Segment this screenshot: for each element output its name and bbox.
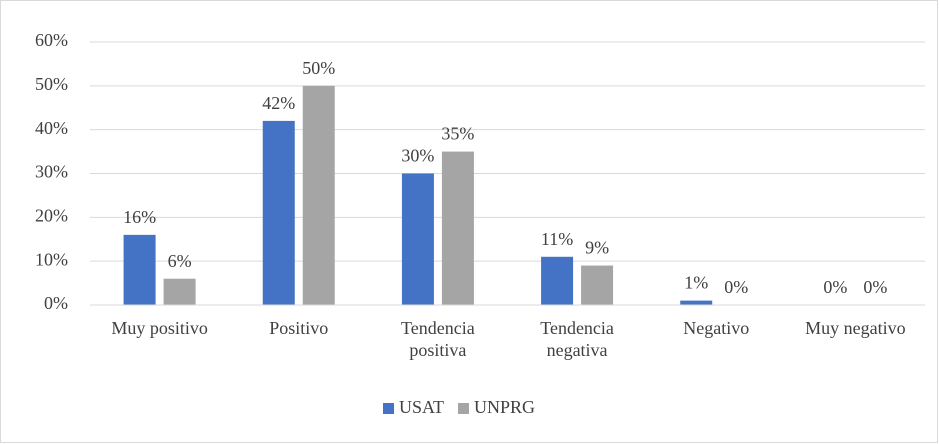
x-tick-label: Muy negativo — [805, 318, 906, 338]
bar — [262, 120, 295, 306]
y-tick-label: 50% — [35, 74, 68, 94]
bar — [401, 173, 434, 305]
bar — [441, 151, 474, 305]
x-tick-label: Muy positivo — [111, 318, 208, 338]
bar — [581, 265, 614, 305]
data-label: 11% — [541, 229, 573, 249]
data-label: 30% — [401, 146, 434, 166]
data-label: 0% — [863, 277, 887, 297]
x-tick-label: Tendencia positiva — [401, 318, 475, 360]
data-label: 42% — [262, 93, 295, 113]
x-tick-label: Tendencia negativa — [540, 318, 614, 360]
bar — [163, 278, 196, 305]
data-label: 35% — [441, 124, 474, 144]
x-tick-label: Positivo — [269, 318, 329, 338]
y-tick-label: 10% — [35, 249, 68, 269]
y-tick-label: 40% — [35, 118, 68, 138]
data-label: 9% — [585, 238, 609, 258]
legend-swatch — [458, 403, 470, 414]
y-tick-label: 30% — [35, 162, 68, 182]
data-label: 50% — [302, 58, 335, 78]
x-tick-label: Negativo — [683, 318, 750, 338]
y-tick-label: 0% — [44, 293, 68, 313]
legend-label: USAT — [399, 397, 444, 417]
y-tick-label: 20% — [35, 205, 68, 225]
data-label: 16% — [123, 207, 156, 227]
legend-swatch — [383, 403, 394, 414]
data-label: 0% — [724, 277, 748, 297]
data-label: 0% — [823, 277, 847, 297]
bar — [541, 256, 574, 305]
data-label: 6% — [168, 251, 192, 271]
legend-label: UNPRG — [474, 397, 535, 417]
bar — [302, 85, 335, 305]
bar — [123, 234, 156, 305]
data-label: 1% — [684, 273, 708, 293]
y-tick-label: 60% — [35, 30, 68, 50]
bar — [680, 300, 713, 305]
